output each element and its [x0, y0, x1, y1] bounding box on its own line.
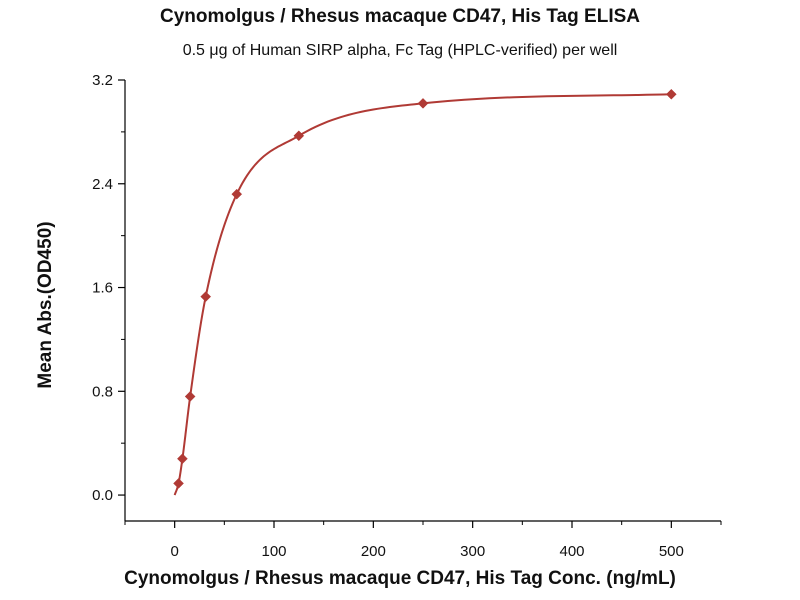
x-tick-label: 300 [460, 543, 485, 560]
data-point [417, 97, 429, 109]
y-axis-label: Mean Abs.(OD450) [35, 221, 56, 389]
data-point [293, 130, 305, 142]
y-tick-label: 0.0 [92, 487, 113, 504]
y-tick-label: 3.2 [92, 72, 113, 89]
x-tick-label: 100 [261, 543, 286, 560]
fit-curve [173, 93, 672, 496]
x-axis-label: Cynomolgus / Rhesus macaque CD47, His Ta… [124, 568, 676, 589]
data-point [231, 188, 243, 200]
chart-subtitle: 0.5 μg of Human SIRP alpha, Fc Tag (HPLC… [182, 42, 618, 59]
data-point [177, 453, 188, 465]
y-tick-label: 2.4 [92, 176, 113, 193]
x-tick-label: 400 [559, 543, 584, 560]
x-tick-label: 0 [170, 543, 178, 560]
y-tick-label: 1.6 [92, 280, 113, 297]
data-point [200, 291, 212, 302]
data-point [184, 391, 196, 402]
y-ticks: 0.0 0.8 1.6 2.4 3.2 [92, 72, 125, 504]
chart-title: Cynomolgus / Rhesus macaque CD47, His Ta… [159, 6, 641, 27]
data-point [665, 88, 677, 100]
y-tick-label: 0.8 [92, 383, 113, 400]
data-points [173, 88, 677, 489]
x-ticks: 0 100 200 300 400 500 [124, 521, 722, 560]
x-tick-label: 500 [659, 543, 684, 560]
x-tick-label: 200 [361, 543, 386, 560]
data-point [173, 478, 184, 489]
